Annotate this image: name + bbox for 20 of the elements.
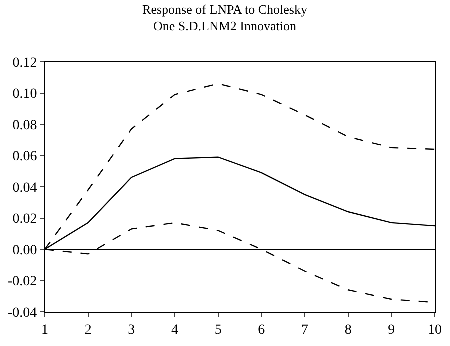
y-tick-label: -0.02 [8,274,38,290]
y-tick-label: 0.02 [12,212,38,228]
y-tick-label: 0.04 [12,180,38,196]
x-tick-label: 8 [344,322,352,338]
y-tick-label: 0.06 [12,150,38,165]
chart-title: Response of LNPA to Cholesky One S.D.LNM2 Innovation [142,2,308,34]
x-tick-label: 10 [428,322,442,338]
y-tick-label: 0.00 [12,243,38,258]
x-tick-label: 1 [42,322,48,338]
y-tick-label: -0.04 [8,306,38,321]
x-tick-label: 6 [258,322,266,338]
x-tick-label: 2 [84,322,92,338]
x-tick-label: 3 [128,322,136,338]
x-tick-label: 5 [214,322,222,338]
x-tick-label: 7 [302,322,308,338]
y-tick-label: 0.08 [12,118,38,134]
y-tick-label: 0.12 [12,56,38,71]
x-tick-label: 9 [388,322,396,338]
x-tick-label: 4 [172,322,178,338]
y-tick-label: 0.10 [12,87,38,102]
